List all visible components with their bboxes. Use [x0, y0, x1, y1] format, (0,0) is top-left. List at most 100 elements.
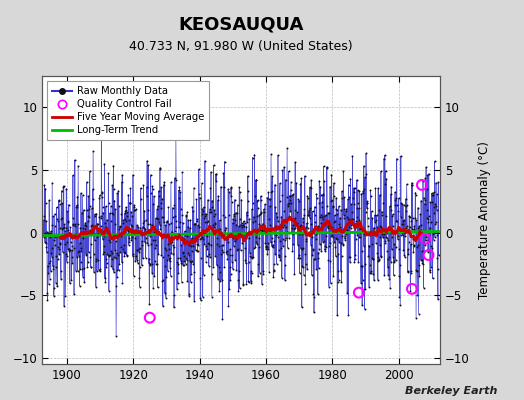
- Point: [111, 221, 119, 228]
- Point: [307, 242, 315, 248]
- Point: [179, 250, 188, 256]
- Point: [420, 201, 429, 207]
- Point: [380, 231, 388, 238]
- Point: [107, 248, 116, 254]
- Point: [243, 219, 252, 225]
- Point: [143, 184, 151, 190]
- Point: [215, 217, 224, 223]
- Point: [161, 222, 170, 228]
- Point: [194, 166, 203, 172]
- Point: [368, 241, 376, 248]
- Point: [257, 193, 265, 199]
- Point: [326, 280, 335, 286]
- Point: [106, 218, 115, 224]
- Point: [318, 199, 326, 205]
- Point: [224, 239, 232, 245]
- Point: [431, 221, 440, 228]
- Point: [158, 277, 167, 283]
- Point: [265, 230, 274, 236]
- Point: [219, 241, 227, 248]
- Point: [196, 294, 204, 301]
- Point: [185, 242, 194, 248]
- Point: [315, 241, 324, 248]
- Point: [175, 224, 183, 230]
- Point: [426, 266, 434, 273]
- Point: [172, 177, 180, 184]
- Point: [195, 191, 203, 198]
- Point: [333, 211, 342, 217]
- Point: [178, 279, 186, 286]
- Point: [308, 272, 316, 278]
- Point: [220, 184, 228, 190]
- Point: [56, 201, 64, 207]
- Point: [223, 232, 232, 239]
- Point: [230, 243, 238, 249]
- Point: [422, 234, 431, 240]
- Point: [148, 183, 157, 189]
- Point: [274, 218, 282, 224]
- Point: [69, 221, 78, 227]
- Point: [73, 267, 82, 274]
- Point: [379, 200, 388, 207]
- Point: [268, 235, 277, 241]
- Point: [146, 221, 155, 228]
- Point: [49, 213, 57, 220]
- Point: [62, 225, 70, 232]
- Point: [40, 213, 48, 219]
- Point: [194, 222, 202, 228]
- Point: [404, 246, 412, 252]
- Point: [407, 268, 416, 275]
- Point: [158, 214, 166, 221]
- Point: [256, 211, 265, 217]
- Point: [148, 186, 157, 192]
- Point: [246, 254, 255, 260]
- Point: [333, 207, 341, 214]
- Point: [298, 231, 306, 238]
- Point: [80, 279, 89, 286]
- Point: [309, 245, 317, 252]
- Point: [248, 154, 257, 161]
- Point: [237, 230, 245, 236]
- Point: [254, 204, 262, 211]
- Point: [320, 213, 329, 220]
- Point: [385, 276, 394, 282]
- Point: [384, 272, 392, 278]
- Point: [261, 240, 269, 246]
- Point: [52, 253, 60, 259]
- Point: [340, 211, 348, 218]
- Point: [343, 213, 352, 220]
- Point: [345, 216, 354, 222]
- Point: [266, 222, 274, 228]
- Point: [398, 220, 406, 227]
- Point: [43, 262, 52, 269]
- Point: [202, 242, 210, 249]
- Point: [201, 213, 209, 220]
- Point: [336, 215, 344, 221]
- Point: [425, 224, 434, 231]
- Point: [289, 240, 297, 247]
- Point: [260, 208, 268, 215]
- Point: [272, 224, 281, 231]
- Point: [339, 233, 347, 240]
- Point: [357, 247, 366, 254]
- Point: [227, 185, 235, 191]
- Point: [213, 197, 222, 204]
- Point: [157, 200, 165, 207]
- Point: [71, 231, 80, 237]
- Point: [234, 288, 243, 294]
- Point: [297, 245, 305, 252]
- Point: [151, 215, 160, 221]
- Point: [172, 224, 181, 231]
- Point: [217, 229, 225, 236]
- Point: [54, 256, 62, 262]
- Point: [362, 209, 370, 216]
- Point: [212, 171, 221, 178]
- Point: [292, 221, 300, 227]
- Point: [241, 220, 249, 226]
- Point: [162, 274, 171, 281]
- Point: [105, 253, 114, 260]
- Point: [355, 188, 364, 194]
- Point: [334, 268, 343, 274]
- Point: [302, 237, 310, 244]
- Point: [137, 232, 146, 238]
